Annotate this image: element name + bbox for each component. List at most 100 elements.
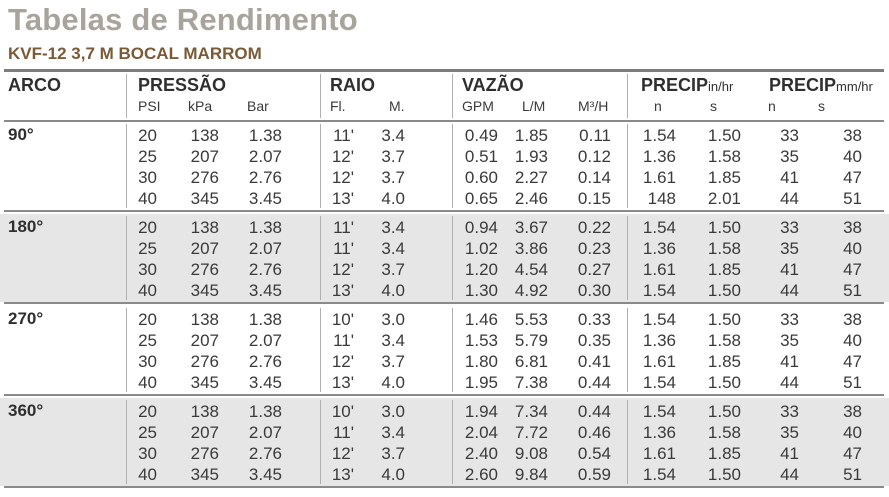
subheader-fl: Fl. <box>330 98 346 114</box>
cell-psi: 20 <box>138 402 157 421</box>
header-vazao: VAZÃO <box>462 75 524 95</box>
cell-m3h: 0.27 <box>577 260 611 279</box>
cell-precip-mm-s: 51 <box>843 465 862 484</box>
cell-precip-in-s: 1.58 <box>707 239 741 258</box>
cell-kpa: 276 <box>190 352 219 371</box>
cell-precip-mm-n: 35 <box>780 423 799 442</box>
cell-m3h: 0.15 <box>577 189 611 208</box>
cell-precip-mm-n: 44 <box>780 373 799 392</box>
header-divider <box>126 74 127 118</box>
cell-bar: 1.38 <box>248 126 282 145</box>
column-divider <box>126 124 127 208</box>
column-divider <box>320 124 321 208</box>
subheader-n-in: n <box>654 98 662 114</box>
cell-psi: 25 <box>138 147 157 166</box>
cell-kpa: 207 <box>190 147 219 166</box>
subheader-s-mm: s <box>818 98 825 114</box>
cell-m3h: 0.54 <box>577 444 611 463</box>
cell-kpa: 276 <box>190 444 219 463</box>
column-divider <box>126 400 127 484</box>
model-subtitle: KVF-12 3,7 M BOCAL MARROM <box>8 44 262 63</box>
cell-precip-in-s: 1.50 <box>707 126 741 145</box>
cell-bar: 1.38 <box>248 402 282 421</box>
cell-m3h: 0.35 <box>577 331 611 350</box>
cell-radius-m: 3.4 <box>381 218 405 237</box>
cell-gpm: 1.46 <box>464 310 498 329</box>
cell-kpa: 207 <box>190 331 219 350</box>
cell-precip-in-n: 1.61 <box>642 444 676 463</box>
cell-precip-in-n: 1.36 <box>642 423 676 442</box>
cell-psi: 40 <box>138 373 157 392</box>
cell-radius-ft: 12' <box>331 352 354 371</box>
cell-precip-in-s: 1.50 <box>707 310 741 329</box>
cell-precip-mm-n: 41 <box>780 168 799 187</box>
cell-kpa: 207 <box>190 239 219 258</box>
cell-precip-in-n: 1.36 <box>642 147 676 166</box>
cell-radius-m: 3.0 <box>381 310 405 329</box>
table-header: ARCO PRESSÃO RAIO VAZÃO PRECIPin/hr PREC… <box>0 72 889 120</box>
cell-precip-mm-s: 47 <box>843 444 862 463</box>
cell-lpm: 5.53 <box>514 310 548 329</box>
cell-lpm: 2.27 <box>514 168 548 187</box>
cell-bar: 1.38 <box>248 310 282 329</box>
cell-precip-mm-s: 38 <box>843 402 862 421</box>
cell-precip-mm-s: 40 <box>843 423 862 442</box>
column-divider <box>452 400 453 484</box>
cell-gpm: 1.80 <box>464 352 498 371</box>
column-divider <box>452 216 453 300</box>
cell-precip-in-s: 1.85 <box>707 352 741 371</box>
subheader-kpa: kPa <box>188 98 213 114</box>
cell-bar: 1.38 <box>248 218 282 237</box>
arc-group: 360° 20 138 1.38 10' 3.0 1.94 7.34 0.44 1.54 1.50 3… <box>0 398 889 486</box>
cell-psi: 30 <box>138 260 157 279</box>
cell-precip-mm-n: 33 <box>780 126 799 145</box>
cell-radius-ft: 10' <box>331 402 354 421</box>
cell-kpa: 207 <box>190 423 219 442</box>
cell-precip-mm-s: 47 <box>843 168 862 187</box>
cell-precip-in-n: 1.54 <box>642 373 676 392</box>
cell-radius-m: 3.7 <box>381 260 405 279</box>
cell-m3h: 0.46 <box>577 423 611 442</box>
group-separator <box>4 486 884 488</box>
cell-gpm: 1.20 <box>464 260 498 279</box>
header-precip-in-label: PRECIP <box>641 75 709 95</box>
cell-psi: 25 <box>138 239 157 258</box>
header-raio: RAIO <box>330 75 375 95</box>
header-divider <box>452 74 453 118</box>
cell-precip-mm-n: 35 <box>780 331 799 350</box>
cell-precip-mm-n: 41 <box>780 444 799 463</box>
cell-gpm: 2.40 <box>464 444 498 463</box>
cell-kpa: 138 <box>190 218 219 237</box>
cell-radius-ft: 13' <box>331 281 354 300</box>
cell-precip-in-s: 1.50 <box>707 281 741 300</box>
cell-precip-mm-s: 40 <box>843 331 862 350</box>
cell-precip-mm-s: 38 <box>843 126 862 145</box>
cell-bar: 2.07 <box>248 331 282 350</box>
cell-bar: 3.45 <box>248 189 282 208</box>
header-precip-mm-unit: mm/hr <box>836 79 873 94</box>
cell-psi: 30 <box>138 168 157 187</box>
cell-radius-m: 3.7 <box>381 168 405 187</box>
cell-m3h: 0.59 <box>577 465 611 484</box>
arc-group: 90° 20 138 1.38 11' 3.4 0.49 1.85 0.11 1.54 1.50 33… <box>0 122 889 210</box>
cell-radius-m: 3.7 <box>381 444 405 463</box>
header-pressao: PRESSÃO <box>138 75 227 95</box>
cell-gpm: 1.02 <box>464 239 498 258</box>
cell-precip-in-s: 1.50 <box>707 218 741 237</box>
cell-gpm: 1.53 <box>464 331 498 350</box>
cell-radius-ft: 13' <box>331 373 354 392</box>
cell-lpm: 3.86 <box>514 239 548 258</box>
cell-radius-ft: 13' <box>331 465 354 484</box>
cell-precip-mm-s: 40 <box>843 239 862 258</box>
cell-gpm: 1.30 <box>464 281 498 300</box>
cell-precip-in-s: 1.85 <box>707 168 741 187</box>
cell-radius-m: 3.4 <box>381 126 405 145</box>
cell-gpm: 0.60 <box>464 168 498 187</box>
cell-precip-mm-n: 35 <box>780 147 799 166</box>
header-arco: ARCO <box>8 75 61 95</box>
cell-lpm: 7.38 <box>514 373 548 392</box>
cell-precip-in-s: 1.50 <box>707 402 741 421</box>
cell-gpm: 1.94 <box>464 402 498 421</box>
cell-precip-mm-s: 40 <box>843 147 862 166</box>
cell-m3h: 0.33 <box>577 310 611 329</box>
